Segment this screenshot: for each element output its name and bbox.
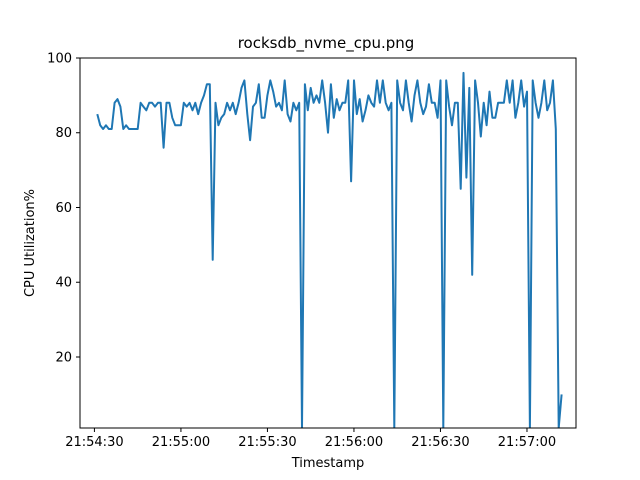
y-axis: 20 40 60 80 100 xyxy=(47,52,80,365)
chart-title: rocksdb_nvme_cpu.png xyxy=(238,34,415,53)
plot-area xyxy=(96,71,563,428)
x-tick-label: 21:56:00 xyxy=(325,435,383,450)
x-tick-label: 21:57:00 xyxy=(498,435,556,450)
y-axis-title: CPU Utilization% xyxy=(23,189,38,297)
x-tick-label: 21:54:30 xyxy=(65,435,123,450)
y-tick-label: 20 xyxy=(55,350,72,365)
x-tick-label: 21:55:30 xyxy=(238,435,296,450)
x-tick-label: 21:56:30 xyxy=(411,435,469,450)
y-tick-label: 40 xyxy=(55,276,72,291)
x-tick-label: 21:55:00 xyxy=(152,435,210,450)
y-tick-label: 60 xyxy=(55,201,72,216)
plot-frame xyxy=(79,57,577,429)
series-line-0 xyxy=(96,71,563,428)
y-tick-label: 80 xyxy=(55,126,72,141)
x-axis-title: Timestamp xyxy=(291,456,365,471)
x-axis: 21:54:30 21:55:00 21:55:30 21:56:00 21:56:30… xyxy=(65,428,556,450)
y-tick-label: 100 xyxy=(47,52,72,67)
